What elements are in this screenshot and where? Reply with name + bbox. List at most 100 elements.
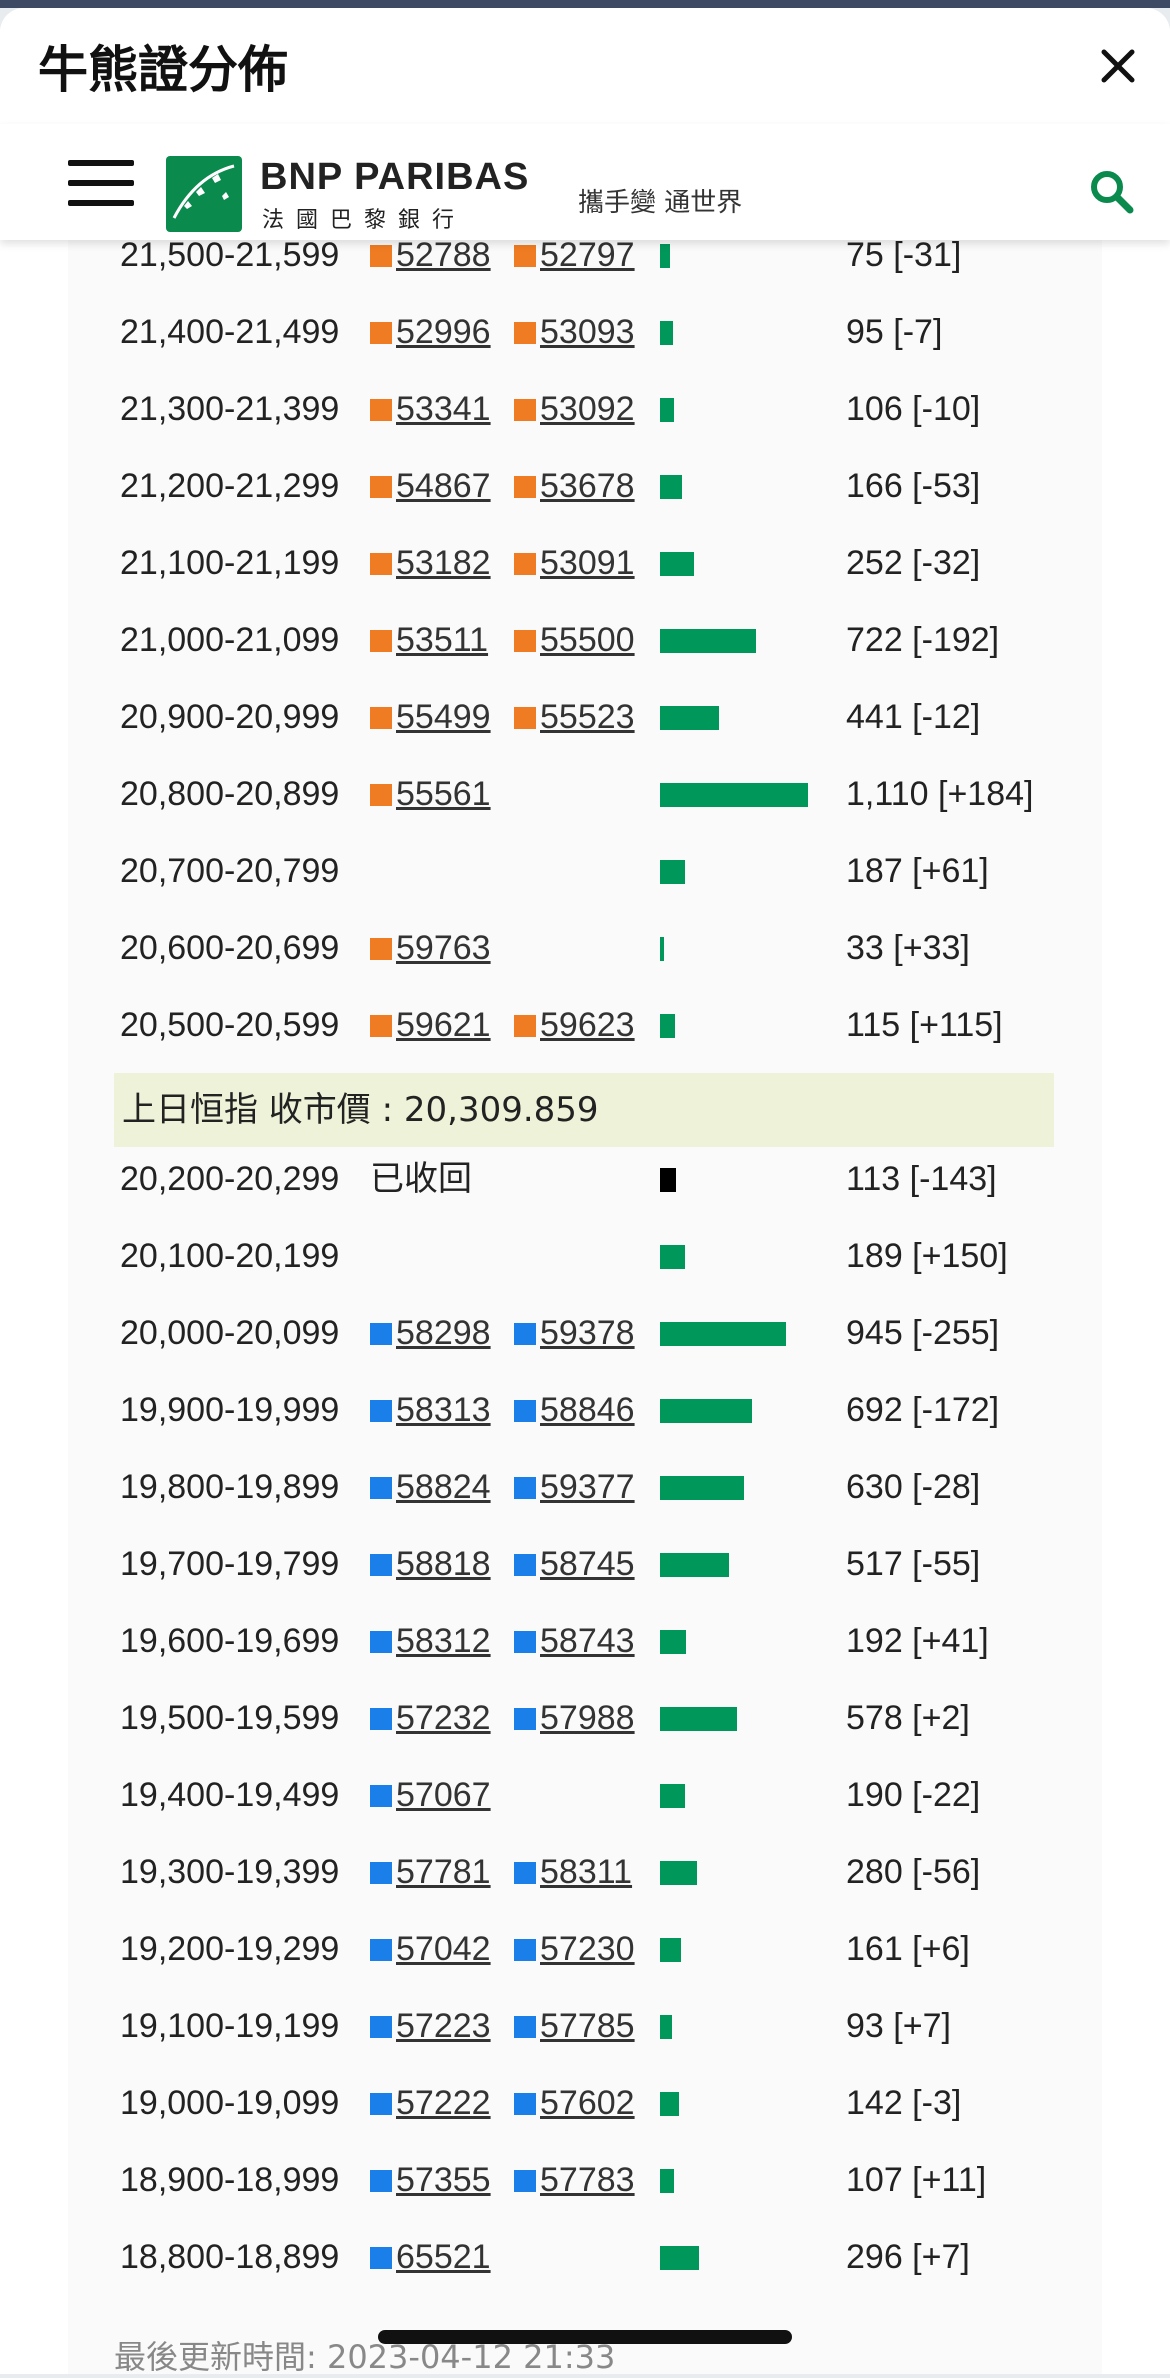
cbbc-code-link[interactable]: 54867 [370,455,491,517]
cbbc-code-link[interactable]: 57355 [370,2149,491,2211]
cbbc-code-link[interactable]: 58824 [370,1456,491,1518]
cbbc-code: 57988 [540,1699,635,1737]
cbbc-marker-icon [370,2016,392,2038]
cbbc-code-link[interactable]: 57783 [514,2149,635,2211]
cbbc-marker-icon [514,1323,536,1345]
cbbc-code-link[interactable]: 57781 [370,1841,491,1903]
cbbc-code: 57785 [540,2007,635,2045]
table-row: 20,100-20,199 189 [+150] [114,1225,1054,1302]
cbbc-code-link[interactable]: 57042 [370,1918,491,1980]
cbbc-code-link[interactable]: 59621 [370,994,491,1056]
cbbc-code-link[interactable]: 57230 [514,1918,635,1980]
cbbc-code-link[interactable]: 52788 [370,224,491,286]
cbbc-code-link[interactable]: 58313 [370,1379,491,1441]
cbbc-code-link[interactable]: 59378 [514,1302,635,1364]
status-strip [0,0,1170,8]
cbbc-code-link[interactable]: 55499 [370,686,491,748]
site-navbar: BNP PARIBAS 法國巴黎銀行 攜手變 通世界 [0,124,1170,240]
cbbc-code-link[interactable]: 52797 [514,224,635,286]
outstanding-amount: 190 [-22] [846,1776,981,1814]
cbbc-code: 57602 [540,2084,635,2122]
table-row: 21,000-21,099 53511 55500 722 [-192] [114,609,1054,686]
outstanding-amount: 166 [-53] [846,467,981,505]
search-button[interactable] [1086,166,1136,216]
amount-bar [660,1245,685,1269]
cbbc-code-link[interactable]: 57232 [370,1687,491,1749]
cbbc-code-link[interactable]: 55523 [514,686,635,748]
cbbc-code-link[interactable]: 58745 [514,1533,635,1595]
cbbc-marker-icon [370,1862,392,1884]
cbbc-code-link[interactable]: 53678 [514,455,635,517]
strike-range: 20,000-20,099 [120,1314,340,1352]
strike-range: 20,200-20,299 [120,1160,340,1198]
outstanding-amount: 945 [-255] [846,1314,1000,1352]
cbbc-code-link[interactable]: 58818 [370,1533,491,1595]
cbbc-code-link[interactable]: 55500 [514,609,635,671]
cbbc-code-link[interactable]: 57223 [370,1995,491,2057]
cbbc-code-link[interactable]: 59763 [370,917,491,979]
amount-bar [660,706,719,730]
cbbc-code-link[interactable]: 57602 [514,2072,635,2134]
cbbc-code: 55500 [540,621,635,659]
amount-bar [660,1553,729,1577]
cbbc-marker-icon [514,1862,536,1884]
cbbc-code-link[interactable]: 53341 [370,378,491,440]
menu-button[interactable] [68,160,134,206]
cbbc-code-link[interactable]: 57222 [370,2072,491,2134]
cbbc-marker-icon [514,245,536,267]
cbbc-code-link[interactable]: 58743 [514,1610,635,1672]
cbbc-code: 58311 [540,1853,633,1891]
cbbc-marker-icon [370,1785,392,1807]
outstanding-amount: 93 [+7] [846,2007,951,2045]
cbbc-marker-icon [514,2016,536,2038]
outstanding-amount: 252 [-32] [846,544,981,582]
cbbc-code: 58312 [396,1622,491,1660]
cbbc-code: 58298 [396,1314,491,1352]
cbbc-code-link[interactable]: 53093 [514,301,635,363]
cbbc-code-link[interactable]: 57067 [370,1764,491,1826]
cbbc-code: 59623 [540,1006,635,1044]
cbbc-code-link[interactable]: 57785 [514,1995,635,2057]
table-row: 20,600-20,699 59763 33 [+33] [114,917,1054,994]
amount-bar [660,1476,744,1500]
cbbc-code-link[interactable]: 53511 [370,609,488,671]
close-button[interactable] [1090,38,1146,94]
table-row: 19,800-19,899 58824 59377 630 [-28] [114,1456,1054,1533]
table-row: 20,900-20,999 55499 55523 441 [-12] [114,686,1054,763]
table-row: 19,400-19,499 57067 190 [-22] [114,1764,1054,1841]
cbbc-code: 55499 [396,698,491,736]
cbbc-marker-icon [514,2170,536,2192]
bnp-logo-icon[interactable] [166,156,242,232]
amount-bar [660,2092,679,2116]
cbbc-code-link[interactable]: 57988 [514,1687,635,1749]
cbbc-code-link[interactable]: 55561 [370,763,491,825]
strike-range: 19,300-19,399 [120,1853,340,1891]
cbbc-code-link[interactable]: 53092 [514,378,635,440]
cbbc-code-link[interactable]: 58846 [514,1379,635,1441]
cbbc-code-link[interactable]: 58312 [370,1610,491,1672]
strike-range: 21,300-21,399 [120,390,340,428]
table-row: 20,500-20,599 59621 59623 115 [+115] [114,994,1054,1071]
cbbc-code: 58313 [396,1391,491,1429]
cbbc-code-link[interactable]: 65521 [370,2226,491,2288]
cbbc-code-link[interactable]: 59623 [514,994,635,1056]
cbbc-code-link[interactable]: 58311 [514,1841,632,1903]
outstanding-amount: 75 [-31] [846,236,962,274]
brand-tagline: 攜手變 通世界 [578,188,743,218]
cbbc-marker-icon [514,476,536,498]
outstanding-amount: 722 [-192] [846,621,1000,659]
outstanding-amount: 95 [-7] [846,313,943,351]
cbbc-code-link[interactable]: 58298 [370,1302,491,1364]
amount-bar [660,2169,674,2193]
hamburger-icon-line [68,200,134,206]
cbbc-code-link[interactable]: 52996 [370,301,491,363]
cbbc-code: 59378 [540,1314,635,1352]
strike-range: 20,100-20,199 [120,1237,340,1275]
cbbc-code-link[interactable]: 53182 [370,532,491,594]
strike-range: 18,900-18,999 [120,2161,340,2199]
strike-range: 19,600-19,699 [120,1622,340,1660]
amount-bar [660,1168,676,1192]
cbbc-marker-icon [514,1400,536,1422]
cbbc-code-link[interactable]: 59377 [514,1456,635,1518]
cbbc-code-link[interactable]: 53091 [514,532,635,594]
